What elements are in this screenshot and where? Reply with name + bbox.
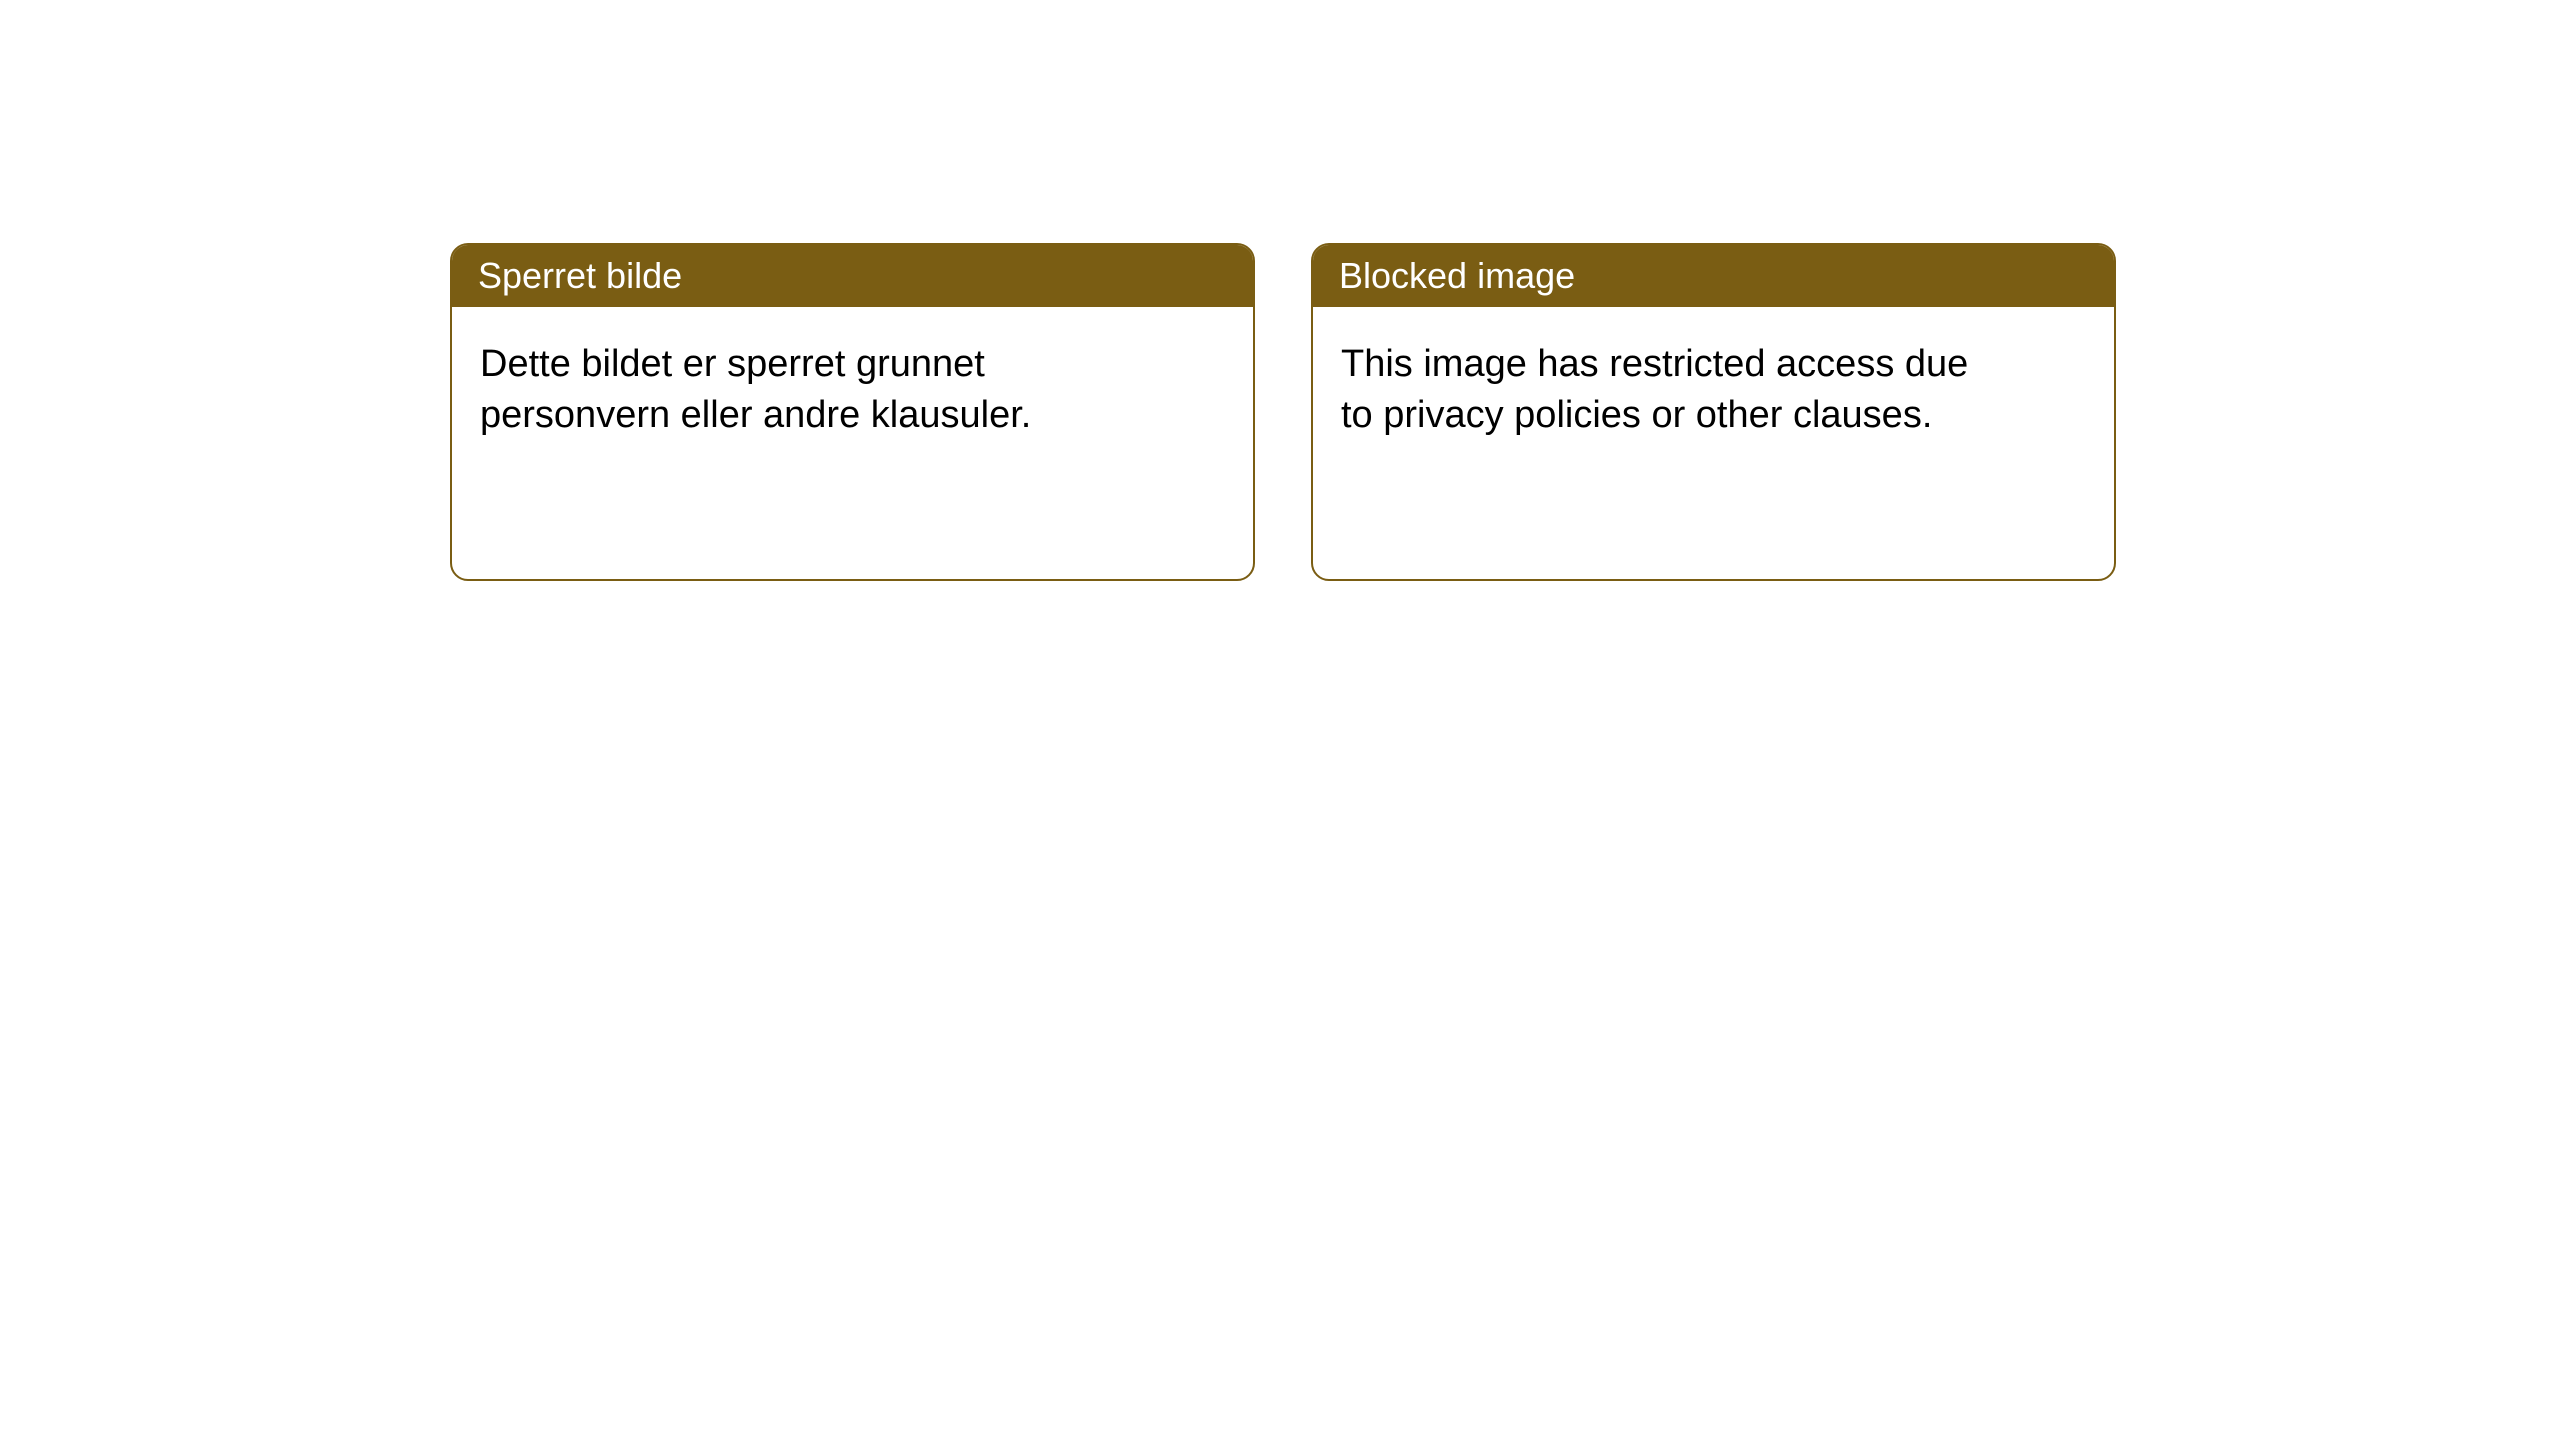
card-header: Sperret bilde (452, 245, 1253, 307)
card-title: Sperret bilde (478, 255, 682, 296)
card-body-text: This image has restricted access due to … (1341, 343, 1968, 436)
card-header: Blocked image (1313, 245, 2114, 307)
notice-card-norwegian: Sperret bilde Dette bildet er sperret gr… (450, 243, 1255, 581)
card-body: Dette bildet er sperret grunnet personve… (452, 307, 1172, 474)
card-body: This image has restricted access due to … (1313, 307, 2033, 474)
card-title: Blocked image (1339, 255, 1575, 296)
notice-card-english: Blocked image This image has restricted … (1311, 243, 2116, 581)
notice-container: Sperret bilde Dette bildet er sperret gr… (0, 0, 2560, 581)
card-body-text: Dette bildet er sperret grunnet personve… (480, 343, 1031, 436)
